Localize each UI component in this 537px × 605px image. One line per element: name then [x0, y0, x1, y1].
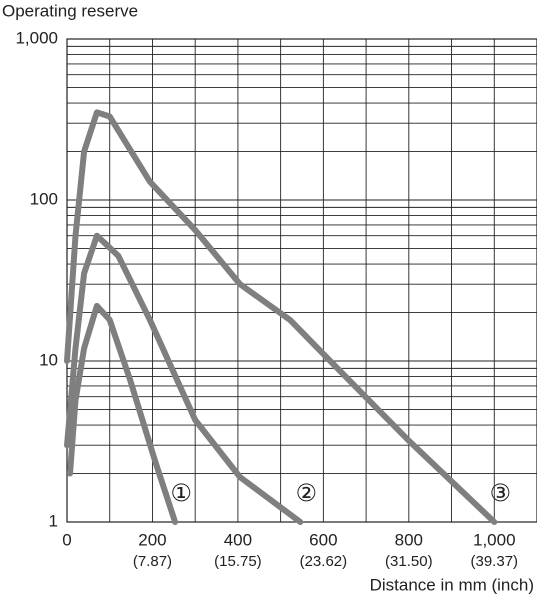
x-axis-title: Distance in mm (inch) — [370, 575, 534, 594]
x-tick-sublabel: (15.75) — [214, 553, 262, 570]
x-tick-label: 400 — [224, 530, 252, 549]
y-tick-label: 1,000 — [15, 28, 58, 47]
grid — [66, 38, 537, 523]
x-tick-label: 200 — [138, 530, 166, 549]
x-tick-sublabel: (23.62) — [300, 553, 348, 570]
x-tick-label: 1,000 — [473, 530, 516, 549]
curve-label: ① — [170, 479, 192, 507]
y-tick-label: 100 — [30, 189, 58, 208]
lines — [64, 109, 498, 525]
x-tick-sublabel: (31.50) — [385, 553, 433, 570]
x-tick-sublabel: (39.37) — [471, 553, 519, 570]
x-tick-label: 800 — [395, 530, 423, 549]
curve — [64, 109, 498, 525]
x-tick-label: 0 — [62, 530, 71, 549]
y-tick-label: 1 — [49, 511, 58, 530]
plot-frame — [66, 38, 537, 523]
y-axis-title: Operating reserve — [2, 1, 138, 20]
x-tick-label: 600 — [309, 530, 337, 549]
curve-label: ③ — [490, 479, 512, 507]
y-tick-label: 10 — [39, 350, 58, 369]
curve-label: ② — [296, 479, 318, 507]
curve — [67, 302, 179, 525]
curve — [64, 232, 304, 525]
x-tick-sublabel: (7.87) — [133, 553, 172, 570]
